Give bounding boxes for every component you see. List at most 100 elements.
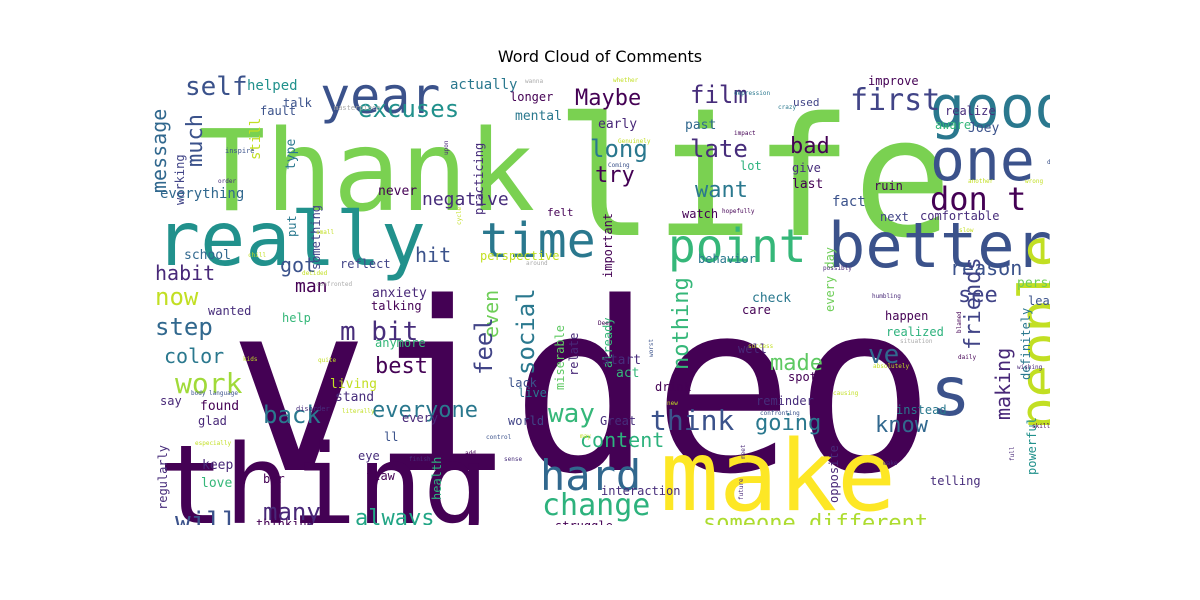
word-help: help	[282, 311, 311, 325]
word-hopefully: hopefully	[722, 208, 755, 215]
word-confronting: confronting	[760, 410, 800, 417]
word-skills: skills	[1032, 423, 1050, 430]
word-struggle: struggle	[555, 519, 613, 525]
word-mental: mental	[515, 109, 562, 124]
word-ve: ve	[868, 340, 899, 370]
word-helped: helped	[247, 78, 298, 94]
word-maybe: Maybe	[575, 86, 641, 111]
word-give: give	[792, 161, 821, 175]
word-never: never	[378, 184, 417, 199]
word-everyone: everyone	[372, 398, 478, 423]
word-daily: daily	[958, 354, 976, 361]
word-practicing: practicing	[472, 143, 486, 215]
word-possibly: possibly	[823, 265, 852, 272]
word-drink: drink	[655, 380, 692, 394]
word-wishing: wishing	[1017, 364, 1043, 371]
word-causing: causing	[833, 390, 859, 397]
word-stand: stand	[335, 390, 374, 405]
word-hard: hard	[540, 451, 641, 500]
word-hit: hit	[415, 243, 451, 267]
word-upon: upon	[443, 140, 450, 155]
word-past: past	[685, 118, 716, 133]
word-wake: wake	[883, 460, 898, 467]
word-s: s	[930, 353, 971, 432]
word-done: done	[1047, 159, 1050, 166]
word-check: check	[752, 291, 791, 306]
word-wrong: wrong	[1025, 178, 1043, 185]
word-friends: friends	[961, 257, 986, 350]
word-person: person	[1017, 276, 1050, 291]
word-making: making	[991, 348, 1015, 420]
chart-title: Word Cloud of Comments	[497, 47, 703, 66]
word-used: used	[793, 96, 820, 109]
word-someone-different: someone different	[703, 511, 928, 525]
word-interaction: interaction	[601, 484, 680, 498]
word-meet: meet	[740, 444, 747, 459]
word-cloud: video Thank life make thing really time better g…	[150, 75, 1050, 525]
word-felt: felt	[547, 206, 574, 219]
word-life: life	[555, 82, 952, 274]
word-early: early	[598, 117, 637, 132]
word-spot: spot	[788, 370, 817, 384]
word-realize: realize	[945, 104, 996, 118]
word-back: back	[263, 401, 321, 429]
word-ruin: ruin	[874, 179, 903, 193]
word-sense: sense	[504, 456, 522, 463]
word-will: will	[175, 507, 238, 525]
word-add: add	[465, 450, 476, 457]
word-another: another	[968, 178, 994, 185]
word-well: well	[738, 342, 767, 356]
word-man: man	[295, 276, 328, 297]
word-really: really	[155, 195, 426, 283]
word-way: way	[548, 399, 595, 429]
word-small: small	[316, 229, 334, 236]
word-point: point	[668, 219, 806, 273]
word-happen: happen	[885, 309, 928, 323]
word-glad: glad	[198, 414, 227, 428]
word-living: living	[330, 377, 377, 392]
word-put: put	[285, 215, 299, 237]
word-best: best	[375, 354, 428, 379]
word-slow: slow	[959, 227, 974, 234]
word-opposite: opposite	[827, 445, 841, 503]
word-made: made	[770, 351, 823, 376]
word-impact: impact	[734, 130, 756, 137]
word-keep: keep	[202, 458, 233, 473]
word-excuses: excuses	[358, 95, 459, 123]
word-change: change	[542, 488, 650, 523]
word-behavior: behavior	[698, 252, 756, 266]
word-anymore: anymore	[375, 336, 426, 350]
word-better: better	[828, 209, 1050, 282]
word-now: now	[155, 283, 199, 311]
word-great: Great	[600, 414, 636, 428]
word-school: school	[184, 248, 231, 263]
word-say: say	[160, 394, 182, 408]
word-cloud-svg: video Thank life make thing really time better g…	[150, 75, 1050, 525]
word-think: think	[650, 404, 734, 437]
word-video: video	[228, 253, 935, 525]
word-first: first	[850, 83, 940, 118]
word-already: already	[601, 317, 615, 368]
word-many: many	[263, 498, 321, 525]
word-content: content	[580, 428, 664, 452]
word-chill: chill	[248, 252, 266, 259]
word-year: year	[320, 75, 440, 125]
word-love: love	[201, 476, 232, 491]
word-whether: whether	[613, 77, 639, 84]
word-crazy: crazy	[778, 104, 796, 111]
word-joey: Joey	[968, 121, 999, 136]
word-worst: worst	[648, 339, 655, 357]
word-coming: Coming	[608, 162, 630, 169]
word-got: got	[280, 253, 316, 277]
word-finish: finish	[409, 456, 431, 463]
word-miserable: miserable	[553, 325, 567, 390]
word-something: something	[309, 205, 323, 270]
word-self: self	[185, 75, 248, 102]
word-color: color	[164, 344, 224, 368]
word-social: social	[512, 288, 540, 375]
word-eye: eye	[358, 449, 380, 463]
word-film: film	[690, 81, 748, 109]
word-talking: talking	[371, 299, 422, 313]
word-control: control	[486, 434, 512, 441]
word-fault: fault	[260, 104, 296, 118]
